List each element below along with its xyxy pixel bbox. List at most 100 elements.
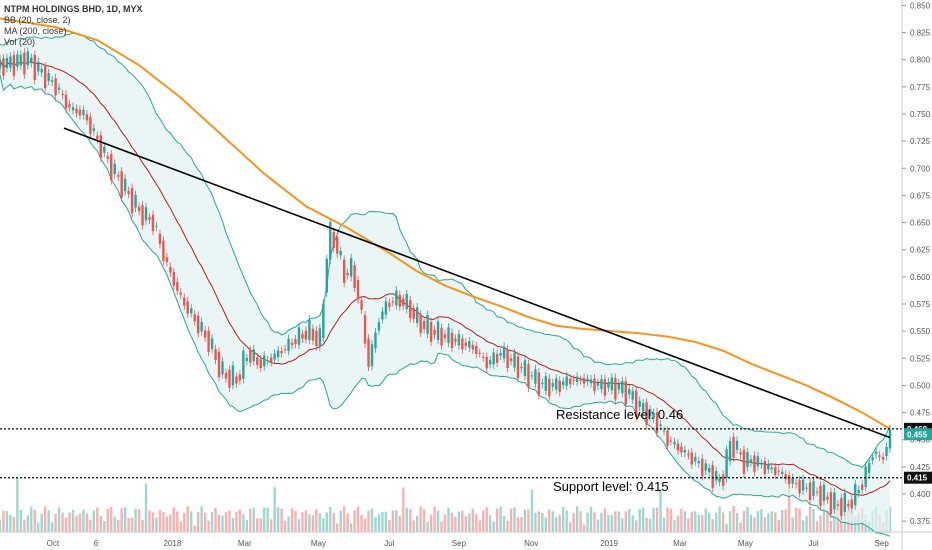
x-axis: Oct62018MarMayJulSepNov2019MarMayJulSep1… [47, 539, 890, 548]
candle-body [482, 356, 485, 358]
y-tick-label: 0.675 [910, 191, 931, 200]
volume-bar [61, 512, 64, 532]
volume-bar [85, 513, 89, 532]
candle-body [694, 456, 697, 462]
candle-body [96, 135, 99, 140]
volume-bar [137, 509, 141, 532]
volume-bar [499, 506, 502, 532]
volume-bar [812, 508, 815, 532]
candle-body [787, 475, 791, 485]
candle-body [273, 353, 276, 360]
candle-body [784, 474, 787, 480]
candle-body [756, 456, 760, 467]
volume-bar [436, 510, 440, 532]
volume-bar [447, 508, 450, 532]
volume-bar [71, 509, 75, 532]
y-tick-label: 0.625 [910, 246, 931, 255]
volume-bar [155, 517, 158, 532]
candle-body [843, 493, 847, 512]
candle-body [857, 489, 860, 494]
bb-upper [0, 32, 891, 469]
volume-bar [374, 517, 377, 532]
volume-bar [54, 513, 57, 532]
candle-body [388, 302, 391, 307]
volume-bar [586, 512, 589, 532]
volume-bar [791, 517, 794, 532]
volume-bar [304, 510, 308, 532]
candle-body [294, 339, 297, 345]
volume-bar [398, 515, 402, 532]
candle-body [732, 436, 735, 458]
candle-body [360, 300, 363, 310]
volume-bar [96, 507, 99, 532]
volume-bar [593, 512, 596, 532]
volume-bar [273, 487, 276, 532]
candle-body [290, 342, 294, 346]
candle-body [881, 456, 885, 460]
volume-bar [252, 508, 255, 532]
candle-body [548, 378, 551, 397]
volume-bar [822, 507, 826, 532]
volume-bar [454, 516, 457, 532]
volume-bar [648, 518, 652, 532]
candle-body [888, 429, 892, 449]
y-tick-label: 0.475 [910, 409, 931, 418]
candle-body [353, 265, 356, 288]
bb-lower [0, 74, 891, 537]
volume-bar [148, 510, 151, 532]
candle-body [565, 376, 568, 386]
candle-body [37, 61, 40, 72]
volume-bar [575, 506, 579, 532]
y-tick-label: 0.800 [910, 56, 931, 65]
volume-bar [641, 507, 645, 532]
candle-body [840, 498, 843, 516]
legend-ma: MA (200, close) [4, 26, 67, 36]
candle-body [635, 390, 638, 417]
volume-bar [402, 487, 405, 532]
candle-body [228, 369, 231, 388]
volume-bar [151, 512, 155, 532]
volume-bar [659, 488, 662, 532]
x-tick-label: Sep [452, 539, 467, 548]
volume-bar [801, 520, 805, 532]
volume-bar [457, 511, 461, 532]
volume-bar [23, 519, 26, 532]
volume-bar [269, 519, 273, 532]
support-annotation: Support level: 0.415 [553, 479, 669, 494]
volume-bar [721, 512, 725, 532]
candle-body [572, 379, 575, 381]
volume-bar [356, 506, 360, 532]
candle-body [235, 376, 238, 384]
candle-body [794, 483, 798, 485]
candle-body [822, 484, 826, 502]
volume-bar [697, 514, 700, 532]
volume-bar [603, 508, 607, 532]
last-price-tag: 0.455 [907, 430, 928, 439]
candle-body [805, 487, 808, 489]
candle-body [860, 484, 864, 490]
candle-body [134, 195, 137, 208]
volume-bar [805, 516, 808, 532]
volume-bar [516, 517, 520, 532]
volume-bar [315, 509, 318, 532]
volume-bar [565, 510, 568, 532]
candle-body [415, 307, 419, 323]
candle-body [464, 342, 468, 346]
volume-bar [829, 520, 833, 532]
volume-bar [290, 508, 294, 532]
candle-body [621, 381, 624, 394]
volume-bar [753, 517, 756, 532]
candle-body [798, 480, 801, 494]
volume-bar [256, 518, 259, 532]
volume-bar [798, 508, 801, 532]
candle-body [433, 329, 436, 335]
x-tick-label: 2018 [164, 539, 182, 548]
volume-bar [676, 515, 680, 532]
volume-bar [318, 513, 322, 532]
legend-bb: BB (20, close, 2) [4, 15, 71, 25]
candle-body [864, 466, 867, 488]
volume-bar [311, 515, 315, 532]
volume-bar [680, 508, 683, 532]
volume-bar [92, 510, 96, 532]
volume-bar [370, 508, 374, 532]
